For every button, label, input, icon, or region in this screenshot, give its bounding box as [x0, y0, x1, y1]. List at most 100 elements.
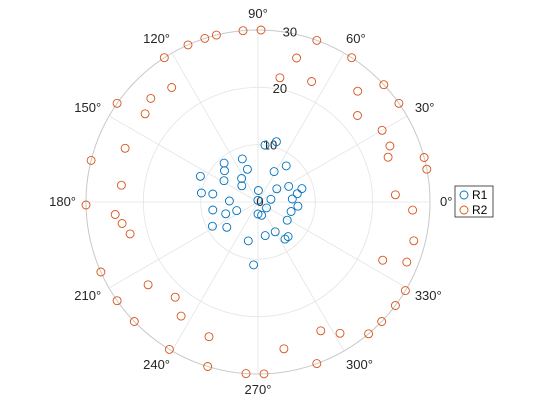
- data-point-r2: [377, 125, 387, 135]
- angular-grid-line: [257, 115, 408, 203]
- data-point-r1: [224, 196, 234, 206]
- data-point-r2: [385, 141, 395, 151]
- data-point-r2: [170, 292, 180, 302]
- data-point-r2: [112, 296, 122, 306]
- data-point-r2: [390, 301, 400, 310]
- theta-tick-label: 30°: [415, 100, 435, 115]
- data-point-r1: [297, 184, 307, 194]
- data-point-r1: [196, 188, 206, 198]
- data-point-r1: [208, 189, 218, 199]
- theta-tick-label: 300°: [346, 357, 373, 372]
- legend-marker-r1: [459, 190, 469, 200]
- theta-tick-label: 210°: [74, 288, 101, 303]
- data-point-r2: [159, 53, 169, 63]
- theta-tick-label: 150°: [74, 100, 101, 115]
- data-point-r2: [86, 155, 96, 165]
- data-point-r1: [253, 195, 263, 205]
- angular-grid-line: [108, 115, 259, 203]
- data-point-r1: [237, 154, 247, 164]
- data-point-r2: [143, 280, 153, 290]
- legend-box: [454, 185, 494, 218]
- theta-tick-label: 180°: [49, 194, 76, 209]
- data-point-r2: [422, 164, 432, 174]
- data-point-r2: [112, 98, 122, 108]
- data-point-r1: [283, 232, 293, 242]
- data-point-r2: [275, 73, 285, 83]
- theta-tick-label: 240°: [143, 357, 170, 372]
- data-point-r2: [125, 229, 135, 239]
- theta-tick-labels: 0° 30° 60° 90° 120° 150° 180° 210° 240° 270° 300° 3…: [49, 6, 452, 397]
- data-point-r1: [287, 194, 297, 204]
- data-point-r1: [281, 161, 291, 171]
- angular-grid-line: [171, 201, 259, 352]
- data-point-r2: [256, 25, 266, 35]
- theta-tick-label: 90°: [248, 6, 268, 21]
- data-point-r1: [266, 194, 276, 204]
- data-point-r1: [280, 234, 290, 244]
- data-point-r1: [286, 207, 296, 216]
- data-point-r2: [81, 200, 91, 210]
- data-point-r2: [238, 26, 248, 36]
- data-point-r1: [270, 227, 280, 237]
- data-point-r1: [293, 201, 303, 211]
- angular-grid-line: [257, 201, 345, 352]
- data-points: [81, 25, 432, 379]
- data-point-r2: [353, 111, 362, 120]
- data-point-r2: [312, 35, 322, 45]
- radial-tick-label: 0: [256, 194, 263, 209]
- data-point-r2: [408, 205, 418, 215]
- data-point-r2: [307, 77, 317, 86]
- data-point-r2: [335, 328, 345, 338]
- data-point-r2: [378, 255, 388, 265]
- data-point-r2: [176, 311, 186, 321]
- data-point-r1: [269, 167, 279, 177]
- data-point-r1: [243, 236, 253, 246]
- data-point-r1: [242, 164, 252, 174]
- theta-tick-label: 120°: [143, 31, 170, 46]
- data-point-r1: [232, 206, 242, 216]
- data-point-r1: [271, 137, 281, 147]
- data-point-r1: [272, 184, 282, 194]
- angular-grid-line: [108, 201, 259, 289]
- data-point-r1: [292, 189, 302, 199]
- legend-label-r2: R2: [472, 203, 488, 217]
- data-point-r2: [96, 267, 106, 277]
- data-point-r2: [167, 83, 177, 92]
- data-point-r1: [219, 158, 229, 168]
- data-point-r1: [220, 166, 229, 176]
- data-point-r2: [400, 286, 410, 296]
- data-point-r1: [257, 210, 267, 220]
- data-point-r2: [390, 190, 400, 200]
- data-point-r2: [120, 143, 130, 153]
- data-point-r1: [262, 203, 271, 213]
- data-point-r1: [253, 186, 263, 195]
- data-point-r1: [260, 231, 270, 241]
- radial-tick-label: 30: [283, 25, 297, 40]
- theta-tick-label: 330°: [415, 288, 442, 303]
- data-point-r1: [282, 215, 292, 225]
- data-point-r1: [219, 176, 229, 186]
- data-point-r2: [419, 153, 429, 162]
- radial-tick-label: 20: [273, 81, 287, 96]
- data-point-r1: [207, 221, 217, 231]
- data-point-r2: [200, 33, 210, 43]
- data-point-r2: [353, 86, 363, 96]
- data-point-r2: [203, 362, 213, 371]
- data-point-r1: [237, 181, 247, 191]
- data-point-r2: [110, 210, 120, 219]
- angular-grid-line: [257, 52, 345, 203]
- data-point-r2: [204, 332, 214, 342]
- legend-label-r1: R1: [472, 188, 488, 202]
- data-point-r2: [379, 80, 389, 90]
- data-point-r2: [140, 109, 150, 119]
- data-point-r1: [195, 171, 205, 181]
- legend-marker-r2: [459, 205, 469, 215]
- data-point-r2: [312, 359, 322, 369]
- data-point-r2: [211, 30, 221, 40]
- data-point-r1: [260, 140, 270, 150]
- data-point-r1: [208, 205, 218, 215]
- data-point-r1: [253, 209, 263, 219]
